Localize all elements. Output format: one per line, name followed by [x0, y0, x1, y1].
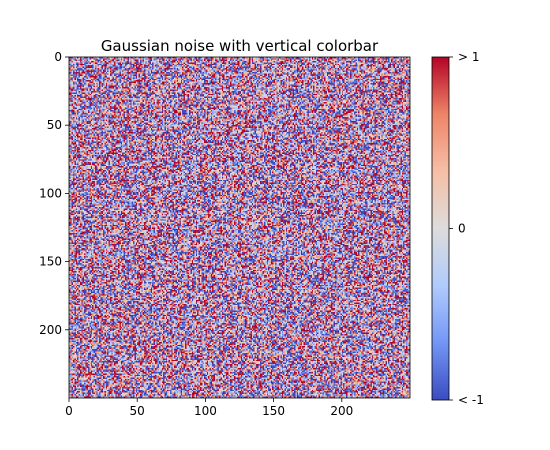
x-tick-label: 200: [330, 404, 353, 418]
x-tick-label: 50: [130, 404, 145, 418]
colorbar-tick-label: 0: [458, 222, 466, 236]
x-tick-label: 100: [194, 404, 217, 418]
colorbar-gradient: [432, 57, 449, 400]
colorbar-tick-label: > 1: [458, 50, 480, 64]
x-axis: 0 50 100 150 200: [65, 398, 353, 418]
chart-title: Gaussian noise with vertical colorbar: [101, 37, 379, 55]
y-tick-label: 150: [39, 255, 62, 269]
colorbar: < -1 0 > 1: [431, 50, 484, 407]
y-tick-label: 0: [54, 50, 62, 64]
y-axis: 0 50 100 150 200: [39, 50, 69, 337]
heatmap-image: [69, 57, 410, 398]
colorbar-tick-label: < -1: [458, 393, 484, 407]
y-tick-label: 100: [39, 186, 62, 200]
y-tick-label: 50: [47, 118, 62, 132]
y-tick-label: 200: [39, 323, 62, 337]
plot-frame: [68, 56, 411, 399]
x-tick-label: 0: [65, 404, 73, 418]
colorbar-ticks: < -1 0 > 1: [449, 50, 484, 407]
x-tick-label: 150: [262, 404, 285, 418]
heatmap: [68, 56, 411, 399]
